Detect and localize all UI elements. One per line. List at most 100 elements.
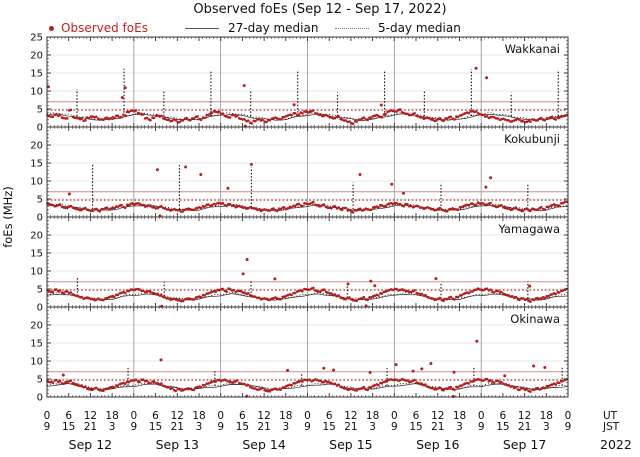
svg-text:6: 6 <box>413 410 420 422</box>
svg-text:3: 3 <box>456 421 463 433</box>
svg-text:0: 0 <box>391 410 398 422</box>
panel-wakkanai: 0 5 10 15 20 25 Wakkanai <box>30 33 569 134</box>
svg-text:21: 21 <box>171 421 184 433</box>
svg-text:Sep 12: Sep 12 <box>69 437 112 452</box>
svg-text:5: 5 <box>37 375 43 386</box>
station-label-okinawa: Okinawa <box>510 312 560 326</box>
observed-points-wakkanai <box>46 108 568 126</box>
y-axis-labels-yamagawa: 0 5 10 15 20 <box>30 231 43 314</box>
svg-text:0: 0 <box>37 393 43 404</box>
svg-text:UT: UT <box>603 410 618 422</box>
svg-text:15: 15 <box>496 421 509 433</box>
svg-text:20: 20 <box>30 51 43 62</box>
svg-text:18: 18 <box>453 410 466 422</box>
y-axis-title: foEs (MHz) <box>1 186 15 248</box>
svg-text:0: 0 <box>130 410 137 422</box>
svg-text:12: 12 <box>84 410 97 422</box>
svg-text:20: 20 <box>30 321 43 332</box>
legend-item-median5: 5-day median <box>335 21 461 35</box>
median27-line-okinawa <box>46 383 569 391</box>
station-label-wakkanai: Wakkanai <box>505 42 560 56</box>
svg-text:15: 15 <box>149 421 162 433</box>
legend-observed-label: Observed foEs <box>61 21 148 35</box>
day-labels: Sep 12 Sep 13 Sep 14 Sep 15 Sep 16 Sep 17 <box>69 437 547 452</box>
svg-text:3: 3 <box>109 421 116 433</box>
svg-text:10: 10 <box>30 267 43 278</box>
svg-text:0: 0 <box>37 213 43 224</box>
svg-text:18: 18 <box>105 410 118 422</box>
y-axis-labels-kokubunji: 0 5 10 15 20 <box>30 141 43 224</box>
svg-text:Sep 17: Sep 17 <box>503 437 546 452</box>
median5-line-kokubunji <box>46 203 569 211</box>
svg-text:15: 15 <box>409 421 422 433</box>
chart-title: Observed foEs (Sep 12 - Sep 17, 2022) <box>193 2 447 17</box>
observed-points-yamagawa <box>46 286 568 303</box>
svg-text:18: 18 <box>366 410 379 422</box>
legend-item-observed: Observed foEs <box>49 21 148 35</box>
svg-text:Sep 14: Sep 14 <box>242 437 285 452</box>
panel-okinawa: 0 5 10 15 20 Okinawa <box>30 306 569 404</box>
svg-text:5: 5 <box>37 195 43 206</box>
svg-text:15: 15 <box>236 421 249 433</box>
svg-text:Sep 15: Sep 15 <box>329 437 372 452</box>
svg-text:20: 20 <box>30 141 43 152</box>
y-axis-labels-wakkanai: 0 5 10 15 20 25 <box>30 33 43 134</box>
svg-text:21: 21 <box>257 421 270 433</box>
svg-text:12: 12 <box>431 410 444 422</box>
svg-text:6: 6 <box>239 410 246 422</box>
svg-text:12: 12 <box>171 410 184 422</box>
station-label-kokubunji: Kokubunji <box>504 132 560 146</box>
svg-text:9: 9 <box>130 421 137 433</box>
svg-text:21: 21 <box>431 421 444 433</box>
x-axis-labels: 0 6 12 18 0 6 12 18 0 6 12 18 0 6 12 18 0 6 12 18 0 6 12 18 09 15… <box>44 410 572 433</box>
station-label-yamagawa: Yamagawa <box>497 222 560 236</box>
solid-line-icon <box>185 28 219 29</box>
panel-yamagawa: 0 5 10 15 20 Yamagawa <box>30 216 569 314</box>
svg-text:10: 10 <box>30 87 43 98</box>
dotted-line-icon <box>335 28 369 29</box>
svg-text:18: 18 <box>540 410 553 422</box>
legend-item-median27: 27-day median <box>185 21 318 35</box>
svg-text:12: 12 <box>257 410 270 422</box>
svg-text:12: 12 <box>344 410 357 422</box>
panel-kokubunji: 0 5 10 15 20 Kokubunji <box>30 126 569 224</box>
svg-text:25: 25 <box>30 33 43 44</box>
observed-points-okinawa <box>46 377 568 393</box>
svg-text:3: 3 <box>369 421 376 433</box>
svg-text:15: 15 <box>30 69 43 80</box>
y-axis-labels-okinawa: 0 5 10 15 20 <box>30 321 43 404</box>
svg-text:5: 5 <box>37 285 43 296</box>
svg-text:21: 21 <box>518 421 531 433</box>
svg-text:3: 3 <box>543 421 550 433</box>
observed-outliers-kokubunji <box>67 162 493 218</box>
svg-text:0: 0 <box>565 410 572 422</box>
svg-text:6: 6 <box>152 410 159 422</box>
median27-line-kokubunji <box>46 204 569 212</box>
svg-text:5: 5 <box>37 105 43 116</box>
svg-text:10: 10 <box>30 357 43 368</box>
svg-text:18: 18 <box>192 410 205 422</box>
median5-spikes-okinawa <box>127 366 563 386</box>
svg-text:9: 9 <box>304 421 311 433</box>
median27-line-yamagawa <box>46 293 569 301</box>
svg-text:9: 9 <box>478 421 485 433</box>
observed-points-kokubunji <box>46 200 568 214</box>
svg-text:15: 15 <box>30 249 43 260</box>
svg-text:0: 0 <box>44 410 51 422</box>
svg-text:0: 0 <box>217 410 224 422</box>
svg-text:9: 9 <box>217 421 224 433</box>
svg-text:18: 18 <box>279 410 292 422</box>
svg-text:6: 6 <box>65 410 72 422</box>
svg-text:12: 12 <box>518 410 531 422</box>
svg-text:9: 9 <box>44 421 51 433</box>
svg-text:9: 9 <box>391 421 398 433</box>
legend-median27-label: 27-day median <box>228 21 319 35</box>
svg-text:Sep 16: Sep 16 <box>416 437 459 452</box>
svg-text:0: 0 <box>37 303 43 314</box>
svg-text:3: 3 <box>282 421 289 433</box>
svg-text:6: 6 <box>326 410 333 422</box>
svg-text:0: 0 <box>37 123 43 134</box>
